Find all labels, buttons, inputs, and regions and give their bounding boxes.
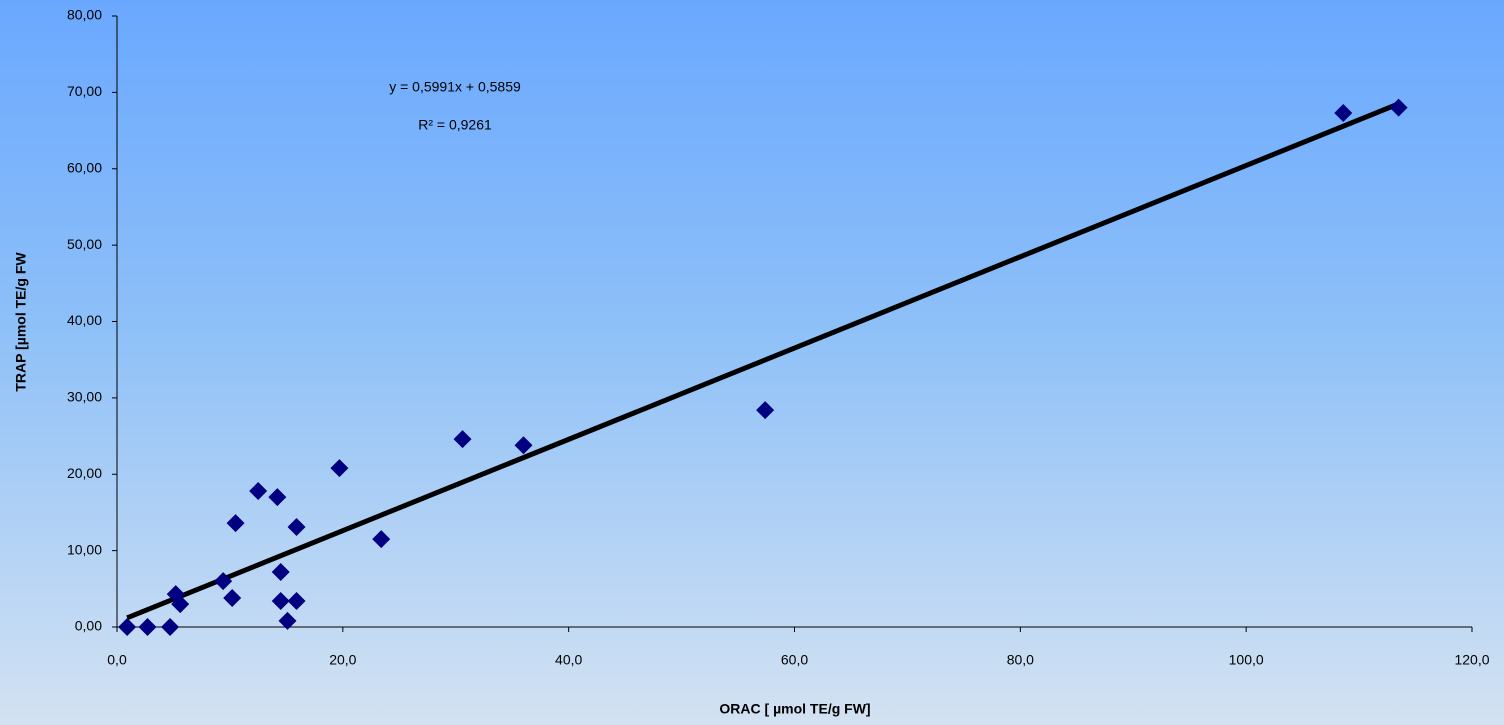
point [138,618,157,636]
y-tick-label: 20,00 [67,465,102,481]
x-tick-label: 20,0 [329,652,356,668]
y-tick-label: 50,00 [67,236,102,252]
point [161,618,180,636]
point [330,459,349,478]
point [249,482,268,501]
y-axis-title: TRAP [µmol TE/g FW [13,252,29,392]
r-squared: R² = 0,9261 [418,117,492,133]
point [214,572,233,591]
y-tick-label: 70,00 [67,83,102,99]
point [278,611,297,630]
y-tick-label: 0,00 [75,618,102,634]
x-tick-label: 80,0 [1007,652,1034,668]
point [118,618,137,636]
point [287,517,306,536]
y-tick-label: 30,00 [67,389,102,405]
point [756,401,775,420]
y-tick-label: 80,00 [67,7,102,23]
point [171,595,190,614]
y-tick-label: 10,00 [67,541,102,557]
y-tick-label: 60,00 [67,159,102,175]
point [372,530,391,549]
x-axis-title: ORAC [ µmol TE/g FW] [719,701,870,717]
point [268,488,287,507]
trendline [126,101,1400,621]
point [1389,98,1408,117]
point [287,592,306,611]
point [271,563,290,582]
x-tick-label: 40,0 [555,652,582,668]
point [453,430,472,449]
point [223,588,242,607]
point [271,592,290,611]
equation: y = 0,5991x + 0,5859 [389,79,521,95]
x-tick-label: 120,0 [1454,652,1489,668]
x-tick-label: 100,0 [1229,652,1264,668]
x-tick-label: 0,0 [107,652,127,668]
point [514,436,533,455]
y-tick-label: 40,00 [67,312,102,328]
point [226,514,245,533]
point [1334,103,1353,122]
x-tick-label: 60,0 [781,652,808,668]
